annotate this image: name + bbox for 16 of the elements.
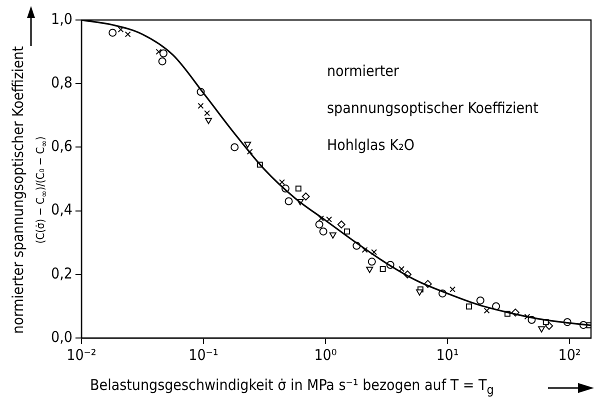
annotation: Hohlglas K₂O [327,136,414,154]
x-tick-label: 10⁻² [66,346,96,364]
x-tick-label: 10² [558,346,581,364]
y-tick-label: 0,8 [51,73,72,92]
annotation: spannungsoptischer Koeffizient [327,99,538,117]
x-axis-title: Belastungsgeschwindigkeit σ̇ in MPa s⁻¹ bezogen auf T = T$_{g}$ [90,376,494,397]
y-tick-label: 0,6 [51,137,72,156]
y-tick-label: 0,0 [51,328,72,346]
y-tick-label: 1,0 [51,10,72,28]
x-tick-label: 10⁻¹ [188,346,218,364]
y-axis-title: normierter spannungsoptischer Koeffizient [9,46,27,334]
y-tick-label: 0,2 [51,264,72,282]
y-tick-label: 0,4 [51,200,72,219]
x-tick-label: 10¹ [436,346,459,364]
x-tick-label: 10⁰ [314,346,337,364]
annotation: normierter [327,62,399,80]
